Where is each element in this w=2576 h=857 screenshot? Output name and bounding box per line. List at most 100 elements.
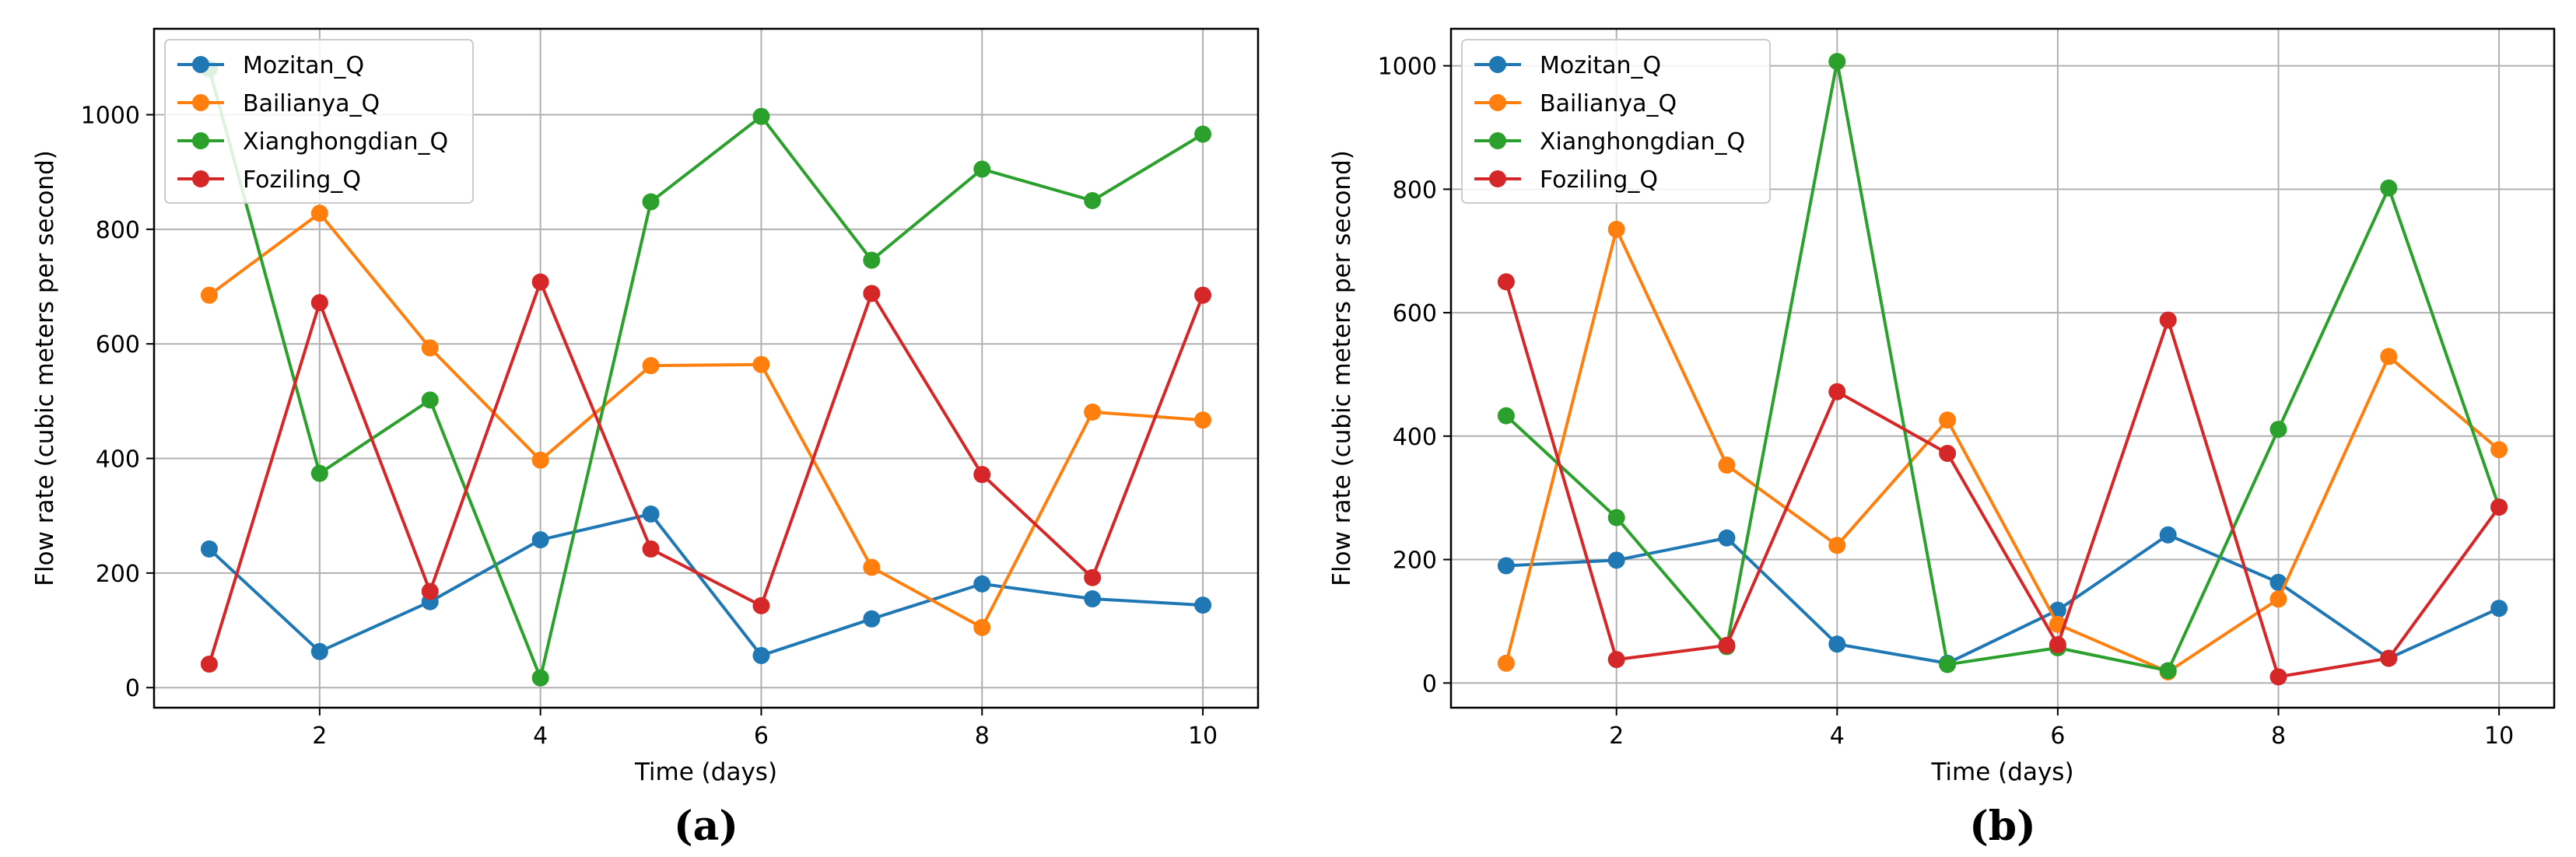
y-tick-label: 0 <box>125 675 140 702</box>
data-point-bailianya-q <box>421 339 439 357</box>
data-point-bailianya-q <box>2269 590 2287 608</box>
data-point-xianghongdian-q <box>421 391 439 409</box>
data-point-foziling-q <box>421 582 439 600</box>
y-tick-label: 200 <box>96 561 140 588</box>
data-point-foziling-q <box>1939 445 1957 463</box>
data-point-mozitan-q <box>752 646 770 664</box>
data-point-foziling-q <box>1497 273 1515 291</box>
data-point-mozitan-q <box>1084 590 1102 608</box>
legend-marker-mozitan-q <box>192 56 209 73</box>
x-tick-label: 10 <box>2484 722 2514 750</box>
data-point-mozitan-q <box>2159 526 2177 544</box>
data-point-bailianya-q <box>1084 403 1102 421</box>
x-tick-label: 8 <box>975 722 990 750</box>
x-tick-label: 2 <box>312 722 327 750</box>
data-point-mozitan-q <box>1828 635 1846 653</box>
x-tick-label: 4 <box>1830 722 1845 750</box>
data-point-mozitan-q <box>1607 551 1625 569</box>
data-point-bailianya-q <box>531 451 549 469</box>
data-point-mozitan-q <box>863 610 881 628</box>
legend-label-mozitan-q: Mozitan_Q <box>1540 52 1661 79</box>
y-tick-label: 200 <box>1393 547 1437 575</box>
data-point-xianghongdian-q <box>1084 192 1102 210</box>
data-point-xianghongdian-q <box>2159 662 2177 680</box>
data-point-xianghongdian-q <box>1607 509 1625 526</box>
x-tick-label: 6 <box>754 722 769 750</box>
data-point-mozitan-q <box>973 575 991 593</box>
series-line-bailianya-q <box>208 212 1204 629</box>
data-point-foziling-q <box>200 656 218 673</box>
data-point-mozitan-q <box>1718 529 1736 547</box>
data-point-bailianya-q <box>1607 220 1625 238</box>
data-point-bailianya-q <box>642 357 660 375</box>
data-point-mozitan-q <box>1497 557 1515 575</box>
chart-panel-a: 2 4 6 8 10 0 200 400 600 800 1000 Time (days) Flow r… <box>31 27 1260 850</box>
series-line-xianghongdian-q <box>1505 60 2501 673</box>
legend-label-foziling-q: Foziling_Q <box>1540 166 1658 194</box>
data-point-xianghongdian-q <box>2380 179 2398 197</box>
data-point-bailianya-q <box>973 618 991 636</box>
data-point-mozitan-q <box>2490 600 2508 617</box>
data-point-foziling-q <box>1828 383 1846 401</box>
data-point-foziling-q <box>752 596 770 614</box>
panel-caption: (a) <box>674 803 738 850</box>
legend-marker-foziling-q <box>192 170 209 187</box>
data-point-bailianya-q <box>863 558 881 576</box>
data-point-xianghongdian-q <box>752 107 770 125</box>
y-tick-label: 400 <box>1393 424 1437 451</box>
x-axis-label: Time (days) <box>634 758 777 786</box>
data-point-xianghongdian-q <box>973 160 991 178</box>
data-point-bailianya-q <box>2490 441 2508 459</box>
plot-frame <box>152 27 1260 709</box>
data-point-xianghongdian-q <box>642 193 660 211</box>
data-point-foziling-q <box>973 466 991 484</box>
series-line-foziling-q <box>1504 281 2501 679</box>
legend-label-foziling-q: Foziling_Q <box>243 166 361 194</box>
data-point-mozitan-q <box>642 505 660 523</box>
series-line-foziling-q <box>208 280 1204 665</box>
series-line-mozitan-q <box>1505 533 2500 665</box>
data-point-mozitan-q <box>200 540 218 558</box>
data-point-bailianya-q <box>752 355 770 373</box>
data-point-bailianya-q <box>2380 348 2398 366</box>
y-tick-label: 1000 <box>81 103 140 130</box>
data-point-xianghongdian-q <box>531 669 549 687</box>
legend-marker-bailianya-q <box>1489 94 1506 111</box>
series-line-bailianya-q <box>1504 227 2501 673</box>
y-tick-label: 800 <box>1393 177 1437 204</box>
series-line-xianghongdian-q <box>208 68 1204 680</box>
data-point-mozitan-q <box>531 531 549 549</box>
legend-marker-mozitan-q <box>1489 56 1506 73</box>
legend-label-bailianya-q: Bailianya_Q <box>1540 90 1677 117</box>
y-tick-label: 800 <box>96 217 140 244</box>
data-point-xianghongdian-q <box>863 251 881 269</box>
data-point-xianghongdian-q <box>1828 53 1846 71</box>
y-tick-label: 0 <box>1422 670 1437 698</box>
y-tick-label: 1000 <box>1378 54 1437 81</box>
y-axis-label: Flow rate (cubic meters per second) <box>31 150 59 586</box>
data-point-foziling-q <box>2159 311 2177 329</box>
data-point-xianghongdian-q <box>1497 407 1515 425</box>
data-point-foziling-q <box>1607 651 1625 669</box>
y-tick-label: 600 <box>1393 300 1437 327</box>
legend-marker-xianghongdian-q <box>1489 132 1506 149</box>
panel-caption: (b) <box>1969 803 2036 850</box>
data-point-bailianya-q <box>1828 537 1846 554</box>
legend-marker-xianghongdian-q <box>192 132 209 149</box>
legend-label-xianghongdian-q: Xianghongdian_Q <box>243 128 448 156</box>
data-point-xianghongdian-q <box>310 464 328 482</box>
x-tick-label: 8 <box>2271 722 2286 750</box>
data-point-foziling-q <box>1084 568 1102 586</box>
data-point-foziling-q <box>863 285 881 303</box>
legend-label-xianghongdian-q: Xianghongdian_Q <box>1540 128 1745 156</box>
plot-area <box>1497 53 2508 686</box>
chart-panel-b: 2 4 6 8 10 0 200 400 600 800 1000 Time (days) Flow r… <box>1328 27 2556 850</box>
data-point-xianghongdian-q <box>1194 125 1212 143</box>
data-point-foziling-q <box>2380 649 2398 667</box>
plot-area <box>200 60 1212 687</box>
data-point-bailianya-q <box>1718 456 1736 474</box>
data-point-bailianya-q <box>200 286 218 304</box>
data-point-bailianya-q <box>1939 411 1957 429</box>
legend-label-bailianya-q: Bailianya_Q <box>243 90 380 117</box>
